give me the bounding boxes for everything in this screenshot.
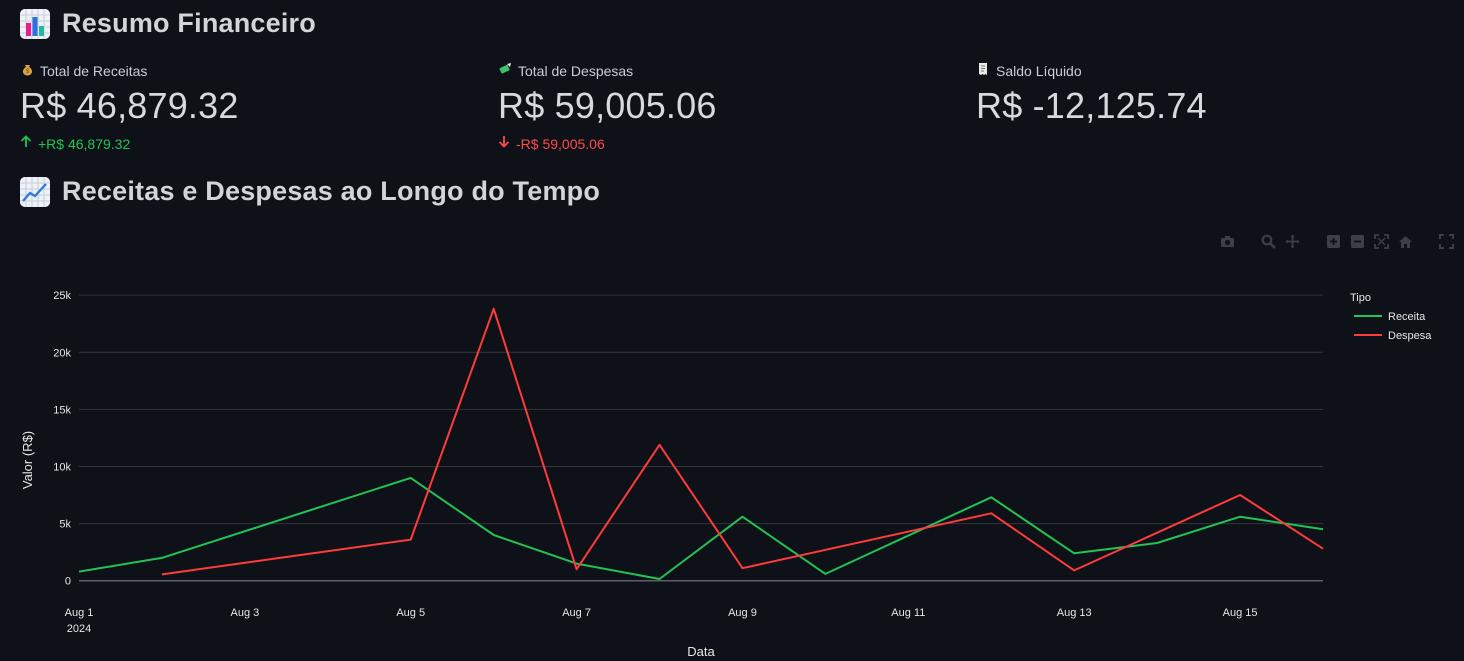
chart-section-title: Receitas e Despesas ao Longo do Tempo bbox=[62, 176, 601, 206]
receipt-icon bbox=[976, 62, 990, 79]
autoscale-icon[interactable] bbox=[1374, 234, 1389, 249]
x-tick-label: Aug 1 bbox=[65, 607, 94, 619]
metric-value: R$ 59,005.06 bbox=[498, 85, 717, 126]
x-tick-label: Aug 5 bbox=[396, 607, 425, 619]
metric-label: Total de Receitas bbox=[40, 62, 148, 79]
x-tick-year-label: 2024 bbox=[67, 623, 91, 635]
zoom-icon[interactable] bbox=[1261, 234, 1276, 249]
money-wings-icon bbox=[498, 62, 512, 79]
money-bag-icon: $ bbox=[20, 62, 34, 79]
x-axis-title: Data bbox=[687, 644, 715, 659]
x-tick-label: Aug 9 bbox=[728, 607, 757, 619]
metric-receitas: $ Total de Receitas R$ 46,879.32 +R$ 46,… bbox=[20, 62, 239, 153]
y-tick-label: 10k bbox=[53, 461, 71, 473]
metric-label: Total de Despesas bbox=[518, 62, 634, 79]
chart-modebar bbox=[1220, 234, 1454, 249]
y-tick-label: 0 bbox=[65, 576, 71, 588]
x-tick-label: Aug 13 bbox=[1057, 607, 1092, 619]
metric-despesas: Total de Despesas R$ 59,005.06 -R$ 59,00… bbox=[498, 62, 717, 153]
legend-title: Tipo bbox=[1350, 292, 1371, 304]
series-line-despesa[interactable] bbox=[161, 307, 1324, 576]
legend-item-despesa[interactable]: Despesa bbox=[1388, 330, 1432, 342]
x-tick-label: Aug 3 bbox=[230, 607, 259, 619]
chart-section-title-row: Receitas e Despesas ao Longo do Tempo bbox=[20, 176, 600, 207]
chart-increasing-icon bbox=[20, 176, 50, 207]
y-tick-label: 5k bbox=[59, 519, 71, 531]
svg-text:$: $ bbox=[25, 69, 29, 75]
reset-axes-icon[interactable] bbox=[1398, 234, 1413, 249]
page-title: Resumo Financeiro bbox=[62, 8, 316, 38]
camera-icon[interactable] bbox=[1220, 234, 1235, 249]
zoom-in-icon[interactable] bbox=[1326, 234, 1341, 249]
y-tick-label: 15k bbox=[53, 404, 71, 416]
legend-item-receita[interactable]: Receita bbox=[1388, 311, 1426, 323]
y-axis-title: Valor (R$) bbox=[20, 431, 35, 489]
x-tick-label: Aug 7 bbox=[562, 607, 591, 619]
metric-saldo: Saldo Líquido R$ -12,125.74 bbox=[976, 62, 1207, 127]
metric-value: R$ -12,125.74 bbox=[976, 85, 1207, 126]
fullscreen-icon[interactable] bbox=[1439, 234, 1454, 249]
metric-delta: +R$ 46,879.32 bbox=[20, 135, 239, 153]
zoom-out-icon[interactable] bbox=[1350, 234, 1365, 249]
metric-label-row: Saldo Líquido bbox=[976, 62, 1207, 79]
metric-delta: -R$ 59,005.06 bbox=[498, 135, 717, 153]
y-tick-label: 20k bbox=[53, 347, 71, 359]
series-line-receita[interactable] bbox=[78, 476, 1324, 580]
metric-label-row: $ Total de Receitas bbox=[20, 62, 239, 79]
x-tick-label: Aug 11 bbox=[891, 607, 925, 619]
metric-delta-value: +R$ 46,879.32 bbox=[38, 136, 131, 152]
bar-chart-icon bbox=[20, 8, 50, 39]
chart-legend[interactable]: Tipo Receita Despesa bbox=[1350, 292, 1432, 342]
arrow-up-icon bbox=[20, 135, 32, 153]
metric-delta-value: -R$ 59,005.06 bbox=[516, 136, 605, 152]
x-tick-label: Aug 15 bbox=[1223, 607, 1258, 619]
page-title-row: Resumo Financeiro bbox=[20, 8, 316, 39]
pan-icon[interactable] bbox=[1285, 234, 1300, 249]
arrow-down-icon bbox=[498, 135, 510, 153]
metric-label: Saldo Líquido bbox=[996, 62, 1082, 79]
line-chart[interactable]: 0 5k 10k 15k 20k 25k Aug 1 2024 Aug 3 Aug 5 Aug 7… bbox=[0, 260, 1464, 661]
y-tick-label: 25k bbox=[53, 290, 71, 302]
metric-label-row: Total de Despesas bbox=[498, 62, 717, 79]
metric-value: R$ 46,879.32 bbox=[20, 85, 239, 126]
